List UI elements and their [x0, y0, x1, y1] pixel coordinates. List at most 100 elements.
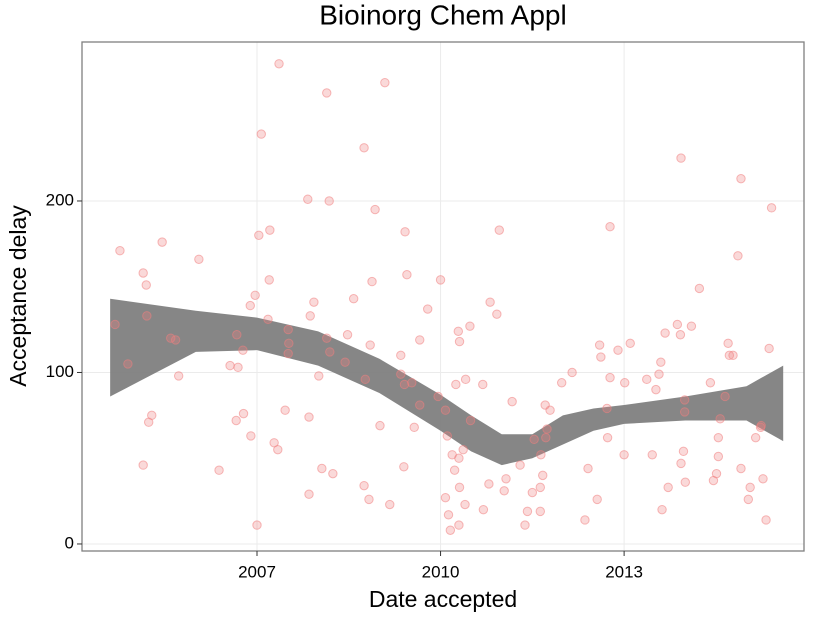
point [736, 463, 746, 474]
point [348, 294, 359, 304]
point [360, 374, 370, 385]
band-layer [110, 298, 784, 466]
x-tick-label: 2007 [238, 562, 276, 581]
point [309, 297, 319, 307]
point [494, 225, 504, 235]
point [325, 347, 335, 357]
point [736, 173, 746, 184]
point [478, 504, 489, 515]
point [545, 405, 555, 415]
point [115, 246, 125, 256]
point [484, 479, 494, 489]
point [157, 237, 167, 247]
point [225, 360, 235, 371]
point [535, 482, 545, 493]
point [407, 378, 417, 388]
point [453, 326, 463, 337]
point [359, 480, 369, 491]
point [250, 290, 260, 300]
point [375, 420, 385, 431]
point [594, 340, 605, 350]
point [465, 415, 476, 426]
point [415, 335, 425, 345]
point [238, 408, 249, 419]
point [602, 403, 612, 414]
point [166, 333, 176, 343]
point [399, 462, 409, 472]
point [758, 474, 768, 484]
grid [82, 42, 804, 551]
point [449, 465, 460, 475]
point [536, 450, 546, 460]
point [445, 525, 456, 535]
point [711, 468, 722, 479]
x-tick-label: 2013 [605, 562, 643, 581]
point [642, 374, 652, 385]
point [733, 251, 743, 261]
point [657, 504, 667, 515]
point [592, 494, 602, 505]
point [274, 59, 284, 69]
point [245, 300, 255, 311]
point [656, 357, 666, 367]
point [460, 374, 471, 385]
points [110, 59, 777, 535]
point [676, 458, 686, 469]
point [619, 450, 629, 460]
point [370, 204, 380, 215]
point [141, 280, 151, 290]
y-tick-label: 100 [46, 362, 74, 381]
point [138, 460, 148, 470]
point [492, 309, 502, 319]
point [750, 432, 761, 443]
point [672, 319, 683, 330]
point [720, 391, 730, 402]
point [728, 350, 738, 361]
point [580, 515, 590, 525]
point [625, 338, 635, 349]
point [324, 196, 334, 206]
point [541, 432, 551, 443]
x-tick-label: 2010 [422, 562, 460, 581]
point [254, 230, 264, 240]
point [542, 424, 552, 434]
point [283, 324, 293, 335]
point [194, 254, 204, 264]
point [400, 227, 410, 237]
point [170, 335, 181, 345]
x-axis-label: Date accepted [369, 586, 517, 612]
point [328, 468, 338, 479]
point [252, 520, 262, 530]
point [654, 369, 664, 379]
point [443, 510, 454, 520]
point [256, 129, 266, 139]
point [304, 489, 314, 499]
point [396, 369, 406, 379]
point [527, 487, 538, 498]
point [454, 520, 464, 530]
point [265, 225, 275, 235]
point [263, 314, 273, 325]
confidence-band [110, 298, 784, 466]
point [651, 384, 661, 395]
point [303, 194, 313, 204]
point [583, 463, 593, 474]
point [409, 422, 419, 433]
point [233, 362, 243, 373]
point [451, 379, 461, 390]
point [460, 499, 470, 510]
point [567, 367, 577, 378]
point [605, 222, 615, 232]
point [214, 465, 224, 475]
point [660, 328, 670, 338]
panel [82, 42, 804, 551]
point [723, 338, 733, 349]
point [724, 350, 735, 361]
point [238, 345, 248, 355]
point [399, 379, 410, 390]
point [317, 463, 327, 474]
point [380, 77, 390, 88]
point [340, 357, 350, 367]
y-tick-label: 200 [46, 190, 74, 209]
point [675, 330, 686, 340]
